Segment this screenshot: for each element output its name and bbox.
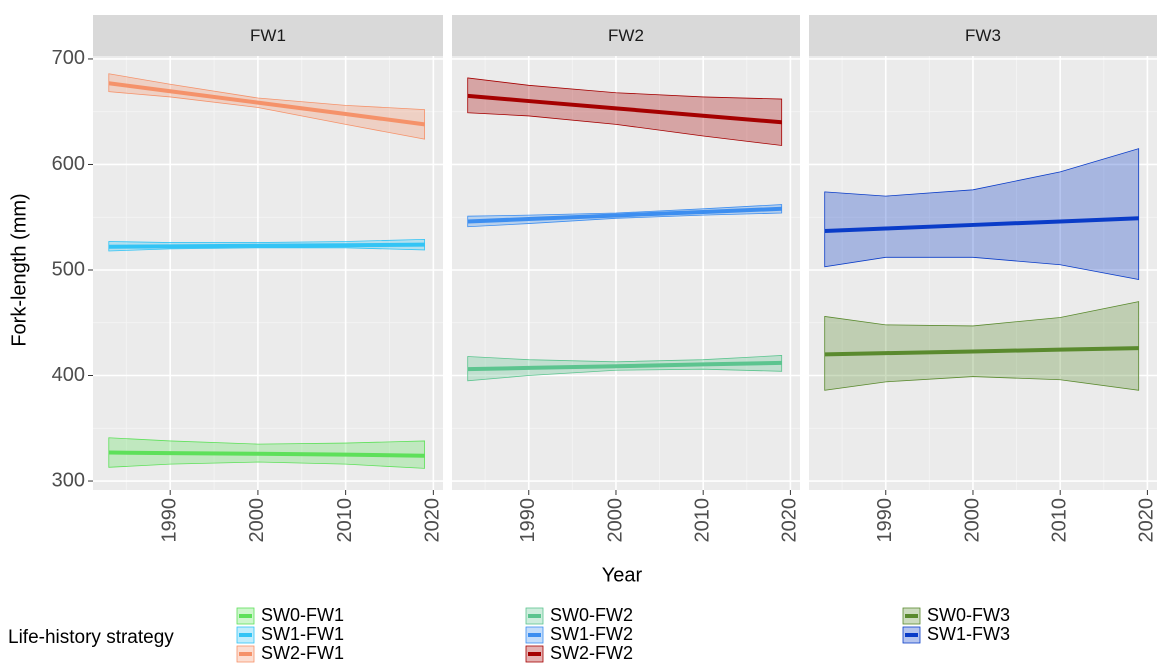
legend-label: SW1-FW1 xyxy=(261,624,344,644)
legend-label: SW2-FW2 xyxy=(550,643,633,663)
trend-line xyxy=(824,216,1139,233)
x-tick-label: 1990 xyxy=(158,498,180,543)
ribbon xyxy=(467,355,783,382)
trend-line xyxy=(108,450,425,458)
x-tick-label: 2010 xyxy=(334,498,356,543)
y-tick-label: 400 xyxy=(52,364,85,386)
x-axis-title: Year xyxy=(602,564,643,586)
legend-label: SW2-FW1 xyxy=(261,643,344,663)
y-tick-label: 700 xyxy=(52,47,85,69)
legend-label: SW1-FW2 xyxy=(550,624,633,644)
legend-title: Life-history strategy xyxy=(8,627,174,648)
x-tick-label: 1990 xyxy=(874,498,896,543)
trend-line xyxy=(108,242,425,249)
facet-title: FW2 xyxy=(608,26,644,45)
trend-line xyxy=(467,206,782,224)
strip xyxy=(93,15,443,56)
ribbon xyxy=(824,301,1140,391)
strip xyxy=(452,15,800,56)
y-tick-label: 300 xyxy=(52,469,85,491)
legend-label: SW0-FW3 xyxy=(927,605,1010,625)
x-tick-label: 1990 xyxy=(517,498,539,543)
x-tick-label: 2020 xyxy=(422,498,444,543)
legend-label: SW1-FW3 xyxy=(927,624,1010,644)
panel-background xyxy=(93,56,443,490)
x-tick-label: 2000 xyxy=(246,498,268,543)
y-tick-label: 500 xyxy=(52,258,85,280)
trend-line xyxy=(467,360,782,372)
x-tick-label: 2000 xyxy=(961,498,983,543)
legend-label: SW0-FW2 xyxy=(550,605,633,625)
panel-background xyxy=(452,56,800,490)
legend-label: SW0-FW1 xyxy=(261,605,344,625)
facet-title: FW3 xyxy=(965,26,1001,45)
x-tick-label: 2020 xyxy=(1136,498,1158,543)
x-tick-label: 2010 xyxy=(1048,498,1070,543)
ribbon xyxy=(824,148,1140,280)
y-axis-title: Fork-length (mm) xyxy=(8,193,30,346)
trend-line xyxy=(467,93,782,125)
x-tick-label: 2020 xyxy=(779,498,801,543)
ribbon xyxy=(467,77,783,146)
trend-line xyxy=(824,346,1139,357)
y-tick-label: 600 xyxy=(52,153,85,175)
ribbon xyxy=(108,73,425,140)
x-tick-label: 2010 xyxy=(691,498,713,543)
panel-background xyxy=(809,56,1157,490)
strip xyxy=(809,15,1157,56)
facet-title: FW1 xyxy=(250,26,286,45)
x-tick-label: 2000 xyxy=(604,498,626,543)
trend-line xyxy=(108,81,425,127)
